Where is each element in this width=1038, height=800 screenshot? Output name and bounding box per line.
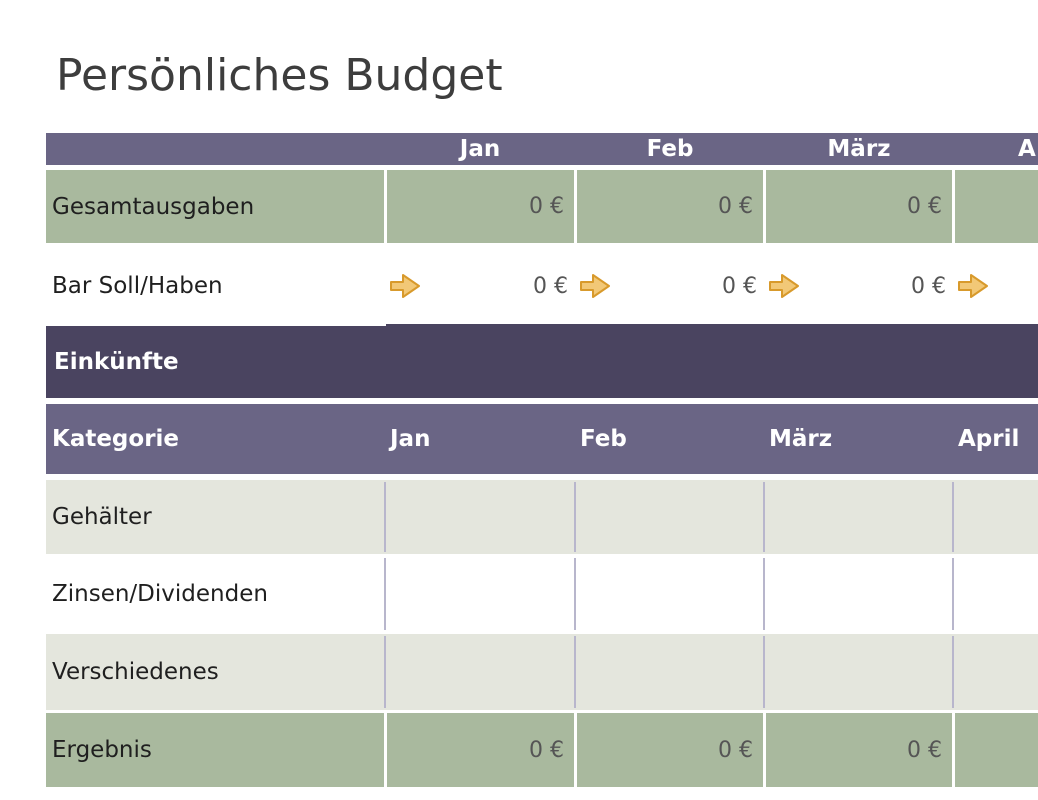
income-header-april: April [958,426,1020,452]
cash-balance-feb-value: 0 € [722,273,757,299]
summary-header-feb: Feb [646,136,694,162]
income-total-row: Ergebnis 0 € 0 € 0 € [46,713,1038,787]
income-section-title: Einkünfte [54,349,179,375]
cash-balance-feb[interactable]: 0 € [577,248,763,324]
total-expenses-row: Gesamtausgaben 0 € 0 € 0 € [46,170,1038,243]
income-cell-april[interactable] [955,556,1038,632]
income-section-fill [386,324,1038,398]
column-divider [952,482,954,552]
income-section-bar: Einkünfte [46,324,1038,398]
income-cell-jan[interactable] [387,556,574,632]
cash-balance-april[interactable] [955,248,1038,324]
column-divider [952,558,954,630]
column-divider [574,482,576,552]
cash-balance-maerz[interactable]: 0 € [766,248,952,324]
income-section-label-cell [46,326,386,398]
total-expenses-maerz[interactable]: 0 € [766,170,952,243]
income-cell-april[interactable] [955,480,1038,554]
cash-balance-jan[interactable]: 0 € [387,248,574,324]
table-row: Gehälter [46,480,1038,554]
arrow-right-icon [958,274,988,298]
income-header-maerz: März [769,426,833,452]
income-cell-feb[interactable] [577,556,763,632]
income-header-category: Kategorie [52,426,180,452]
arrow-right-icon [390,274,420,298]
income-cell-maerz[interactable] [766,556,952,632]
column-divider [384,636,386,708]
page-title: Persönliches Budget [56,50,503,101]
table-row: Verschiedenes [46,634,1038,710]
column-divider [952,636,954,708]
column-divider [384,558,386,630]
income-total-label[interactable]: Ergebnis [46,713,384,787]
income-total-april[interactable] [955,713,1038,787]
arrow-right-icon [769,274,799,298]
income-cell-april[interactable] [955,634,1038,710]
total-expenses-label[interactable]: Gesamtausgaben [46,170,384,243]
income-header-jan: Jan [390,426,431,452]
column-divider [763,482,765,552]
income-cell-feb[interactable] [577,480,763,554]
column-divider [384,482,386,552]
income-cell-maerz[interactable] [766,480,952,554]
summary-header-jan: Jan [459,136,501,162]
column-divider [763,636,765,708]
total-expenses-feb[interactable]: 0 € [577,170,763,243]
arrow-right-icon [580,274,610,298]
income-cell-feb[interactable] [577,634,763,710]
income-cell-jan[interactable] [387,480,574,554]
column-divider [574,636,576,708]
summary-header-maerz: März [827,136,891,162]
summary-header-row: Jan Feb März A [46,133,1038,165]
income-total-maerz[interactable]: 0 € [766,713,952,787]
cash-balance-maerz-value: 0 € [911,273,946,299]
summary-header-april: A [1018,136,1036,162]
cash-balance-jan-value: 0 € [533,273,568,299]
column-divider [763,558,765,630]
income-row-label[interactable]: Gehälter [52,504,152,530]
income-row-label[interactable]: Zinsen/Dividenden [52,581,268,607]
income-header-feb: Feb [580,426,627,452]
income-cell-jan[interactable] [387,634,574,710]
cash-balance-row: Bar Soll/Haben 0 € 0 € 0 € [46,248,1038,324]
income-row-label[interactable]: Verschiedenes [52,659,219,685]
income-total-feb[interactable]: 0 € [577,713,763,787]
total-expenses-jan[interactable]: 0 € [387,170,574,243]
income-header-row: Kategorie Jan Feb März April [46,404,1038,474]
total-expenses-april[interactable] [955,170,1038,243]
income-cell-maerz[interactable] [766,634,952,710]
table-row: Zinsen/Dividenden [46,556,1038,632]
column-divider [574,558,576,630]
cash-balance-label[interactable]: Bar Soll/Haben [52,273,223,299]
income-total-jan[interactable]: 0 € [387,713,574,787]
